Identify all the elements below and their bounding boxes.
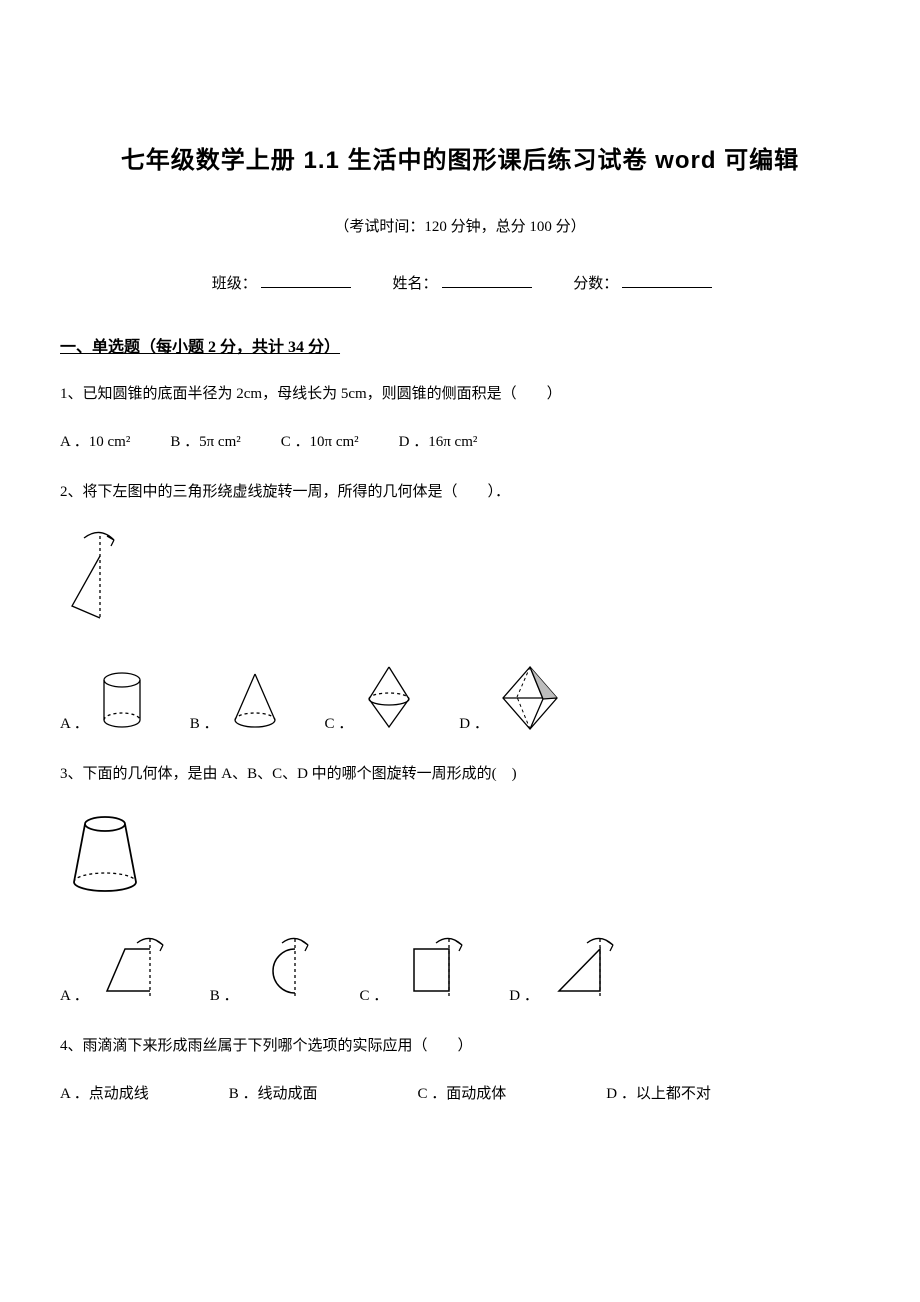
- q2-opt-c: C ．: [325, 663, 420, 733]
- q3-opt-b: B ．: [210, 935, 320, 1005]
- q2-opt-b: B ．: [190, 668, 285, 733]
- triangle-rotation-icon: [60, 528, 130, 628]
- doc-title: 七年级数学上册 1.1 生活中的图形课后练习试卷 word 可编辑: [60, 140, 860, 175]
- q1-options: A ．10 cm² B ．5π cm² C ．10π cm² D ．16π cm…: [60, 430, 860, 451]
- q4-opt-a: A ．点动成线: [60, 1082, 149, 1103]
- q3-opt-d-label: D ．: [509, 984, 539, 1005]
- q3-opt-c-label: C ．: [360, 984, 389, 1005]
- q3-opt-a: A ．: [60, 935, 170, 1005]
- rectangle-rotation-icon: [394, 935, 469, 1005]
- q3-stem-figure: [60, 810, 860, 905]
- score-blank: [622, 273, 712, 288]
- score-label: 分数：: [573, 276, 618, 292]
- q4-opt-d: D ．以上都不对: [606, 1082, 711, 1103]
- q2-opt-b-label: B ．: [190, 712, 219, 733]
- q2-text: 2、将下左图中的三角形绕虚线旋转一周，所得的几何体是（ ）．: [60, 479, 860, 506]
- q1-opt-b: B ．5π cm²: [170, 430, 240, 451]
- q1-opt-a: A ．10 cm²: [60, 430, 130, 451]
- q3-opt-c: C ．: [360, 935, 470, 1005]
- octahedron-icon: [495, 663, 565, 733]
- semicircle-rotation-icon: [245, 935, 320, 1005]
- name-label: 姓名：: [392, 276, 437, 292]
- q3-opt-d: D ．: [509, 935, 620, 1005]
- name-blank: [442, 273, 532, 288]
- q3-options: A ． B ． C ． D ．: [60, 935, 860, 1005]
- q3-opt-b-label: B ．: [210, 984, 239, 1005]
- q3-text: 3、下面的几何体，是由 A、B、C、D 中的哪个图旋转一周形成的( ): [60, 761, 860, 788]
- cylinder-icon: [95, 668, 150, 733]
- q1-opt-d: D ．16π cm²: [399, 430, 478, 451]
- q4-opt-c: C ．面动成体: [418, 1082, 507, 1103]
- q1-opt-c: C ．10π cm²: [281, 430, 359, 451]
- section-1-header: 一、单选题（每小题 2 分，共计 34 分）: [60, 333, 860, 357]
- q3-opt-a-label: A ．: [60, 984, 89, 1005]
- q4-text: 4、雨滴滴下来形成雨丝属于下列哪个选项的实际应用（ ）: [60, 1033, 860, 1060]
- q2-opt-d: D ．: [459, 663, 565, 733]
- q2-stem-figure: [60, 528, 860, 633]
- cone-icon: [225, 668, 285, 733]
- bicone-icon: [359, 663, 419, 733]
- q2-options: A ． B ． C ． D ．: [60, 663, 860, 733]
- q2-opt-a: A ．: [60, 668, 150, 733]
- q2-opt-c-label: C ．: [325, 712, 354, 733]
- right-triangle-rotation-icon: [545, 935, 620, 1005]
- class-label: 班级：: [212, 276, 257, 292]
- student-info-row: 班级： 姓名： 分数：: [60, 272, 860, 293]
- exam-note: （考试时间：120 分钟，总分 100 分）: [60, 215, 860, 236]
- q4-options: A ．点动成线 B ．线动成面 C ．面动成体 D ．以上都不对: [60, 1082, 860, 1103]
- q1-text: 1、已知圆锥的底面半径为 2cm，母线长为 5cm，则圆锥的侧面积是（ ）: [60, 381, 860, 408]
- q2-opt-d-label: D ．: [459, 712, 489, 733]
- frustum-icon: [60, 810, 150, 900]
- q4-opt-b: B ．线动成面: [229, 1082, 318, 1103]
- class-blank: [261, 273, 351, 288]
- q2-opt-a-label: A ．: [60, 712, 89, 733]
- trapezoid-rotation-icon: [95, 935, 170, 1005]
